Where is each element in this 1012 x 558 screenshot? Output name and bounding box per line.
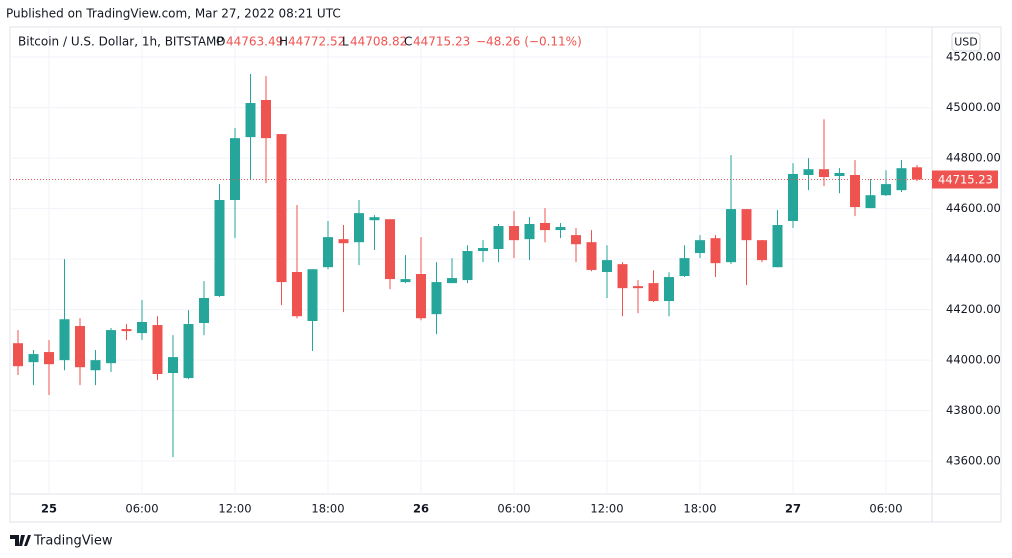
candle-body — [772, 225, 783, 268]
candle-body — [664, 277, 674, 302]
candle-body — [28, 354, 39, 363]
candle-body — [44, 352, 54, 365]
candle-body — [540, 222, 550, 231]
candle-body — [230, 138, 240, 201]
x-tick-label: 18:00 — [311, 502, 344, 516]
candle-body — [447, 278, 457, 284]
candle-body — [323, 237, 333, 268]
candle-body — [183, 324, 194, 379]
candle-body — [400, 279, 411, 283]
open-value: 44763.49 — [226, 35, 283, 49]
ohlc-label: C — [404, 35, 412, 49]
candle-body — [695, 240, 705, 254]
candle-body — [586, 242, 597, 270]
symbol-title: Bitcoin / U.S. Dollar, 1h, BITSTAMP — [18, 35, 224, 49]
candle-body — [850, 175, 860, 208]
x-tick-label: 12:00 — [218, 502, 251, 516]
candle-body — [602, 260, 612, 272]
x-tick-label: 06:00 — [497, 502, 530, 516]
candle-body — [912, 167, 922, 180]
last-price-label: 44715.23 — [938, 172, 993, 186]
candle-body — [509, 226, 519, 241]
ohlc-label: O — [216, 35, 225, 49]
candle-body — [168, 357, 178, 374]
candle-body — [881, 184, 891, 196]
candle-body — [462, 251, 473, 281]
candle-body — [90, 360, 101, 371]
candle-body — [307, 269, 318, 321]
candle-body — [788, 173, 798, 221]
candle-body — [555, 227, 566, 231]
candle-body — [385, 219, 395, 280]
candle-body — [493, 226, 504, 250]
candle-body — [338, 239, 349, 244]
chart-frame — [9, 26, 1002, 523]
candle-body — [571, 235, 581, 245]
candle-body — [369, 217, 380, 221]
currency-button[interactable] — [951, 32, 981, 52]
x-tick-label: 18:00 — [683, 502, 716, 516]
candle-body — [214, 200, 225, 296]
y-tick-label: 44000.00 — [946, 353, 1001, 367]
candle-body — [524, 224, 535, 240]
candle-body — [741, 209, 752, 241]
candle-body — [75, 326, 85, 368]
y-tick-label: 45200.00 — [946, 50, 1001, 64]
candle-body — [834, 172, 845, 177]
y-tick-label: 44200.00 — [946, 302, 1001, 316]
x-tick-label: 06:00 — [125, 502, 158, 516]
y-tick-label: 43800.00 — [946, 403, 1001, 417]
candle-body — [478, 247, 488, 252]
candle-body — [152, 325, 163, 375]
candle-body — [276, 134, 287, 283]
candle-body — [137, 322, 147, 334]
candle-body — [865, 195, 876, 209]
currency-label[interactable]: USD — [954, 36, 978, 49]
x-tick-label: 12:00 — [590, 502, 623, 516]
low-value: 44708.82 — [350, 35, 407, 49]
candle-body — [679, 258, 690, 277]
candle-body — [354, 213, 364, 243]
candle-body — [633, 286, 643, 289]
candle-body — [431, 282, 442, 315]
last-price-box — [932, 170, 998, 189]
candle-body — [106, 330, 116, 364]
candle-body — [261, 99, 271, 139]
x-tick-label: 26 — [413, 502, 429, 516]
y-tick-label: 44600.00 — [946, 201, 1001, 215]
y-tick-label: 44800.00 — [946, 151, 1001, 165]
candle-body — [648, 283, 659, 302]
candle-body — [199, 298, 209, 324]
candle-body — [245, 103, 256, 138]
candle-body — [13, 343, 23, 367]
candle-body — [121, 329, 132, 332]
change-value: −48.26 (−0.11%) — [476, 35, 582, 49]
x-tick-label: 25 — [41, 502, 57, 516]
y-tick-label: 45000.00 — [946, 100, 1001, 114]
footer-brand: TradingView — [33, 534, 113, 549]
candles — [10, 73, 932, 458]
ohlc-label: H — [279, 35, 288, 49]
candle-body — [819, 169, 829, 178]
candle-body — [416, 274, 426, 319]
candle-body — [757, 240, 767, 261]
candle-body — [726, 209, 736, 263]
x-tick-label: 06:00 — [869, 502, 902, 516]
published-note: Published on TradingView.com, Mar 27, 20… — [6, 7, 341, 21]
candle-body — [710, 238, 721, 264]
high-value: 44772.52 — [288, 35, 345, 49]
x-tick-label: 27 — [785, 502, 801, 516]
candle-body — [617, 264, 628, 289]
candle-body — [292, 271, 302, 317]
y-tick-label: 44400.00 — [946, 252, 1001, 266]
footer-logo — [10, 535, 31, 546]
candle-body — [803, 169, 814, 176]
ohlc-label: L — [342, 35, 349, 49]
labels: 43600.00 43800.00 44000.00 44200.00 44400.00… — [41, 50, 1001, 516]
candle-body — [59, 319, 70, 361]
y-tick-label: 43600.00 — [946, 454, 1001, 468]
close-value: 44715.23 — [413, 35, 470, 49]
